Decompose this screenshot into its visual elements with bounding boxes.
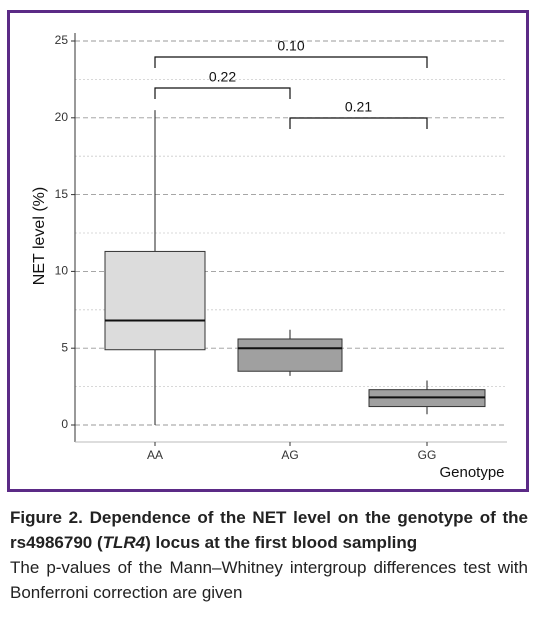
caption-title: Figure 2. Dependence of the NET level on… (10, 505, 528, 555)
p-value-label: 0.10 (277, 38, 304, 54)
y-tick-label: 15 (55, 187, 69, 201)
y-tick-label: 10 (55, 264, 69, 278)
x-tick-label: AG (281, 448, 298, 462)
x-tick-label: GG (418, 448, 437, 462)
p-value-label: 0.22 (209, 69, 236, 85)
p-value-label: 0.21 (345, 99, 372, 115)
caption-text: The p-values of the Mann–Whitney intergr… (10, 558, 528, 602)
y-tick-label: 25 (55, 33, 69, 47)
x-axis-label: Genotype (439, 464, 504, 481)
x-tick-label: AA (147, 448, 163, 462)
box (104, 250, 206, 351)
figure-frame (7, 10, 529, 492)
y-tick-label: 5 (61, 340, 68, 354)
box (237, 338, 343, 372)
comparison-bracket (289, 117, 428, 129)
comparison-bracket (154, 87, 291, 99)
y-tick-label: 20 (55, 110, 69, 124)
comparison-bracket (154, 56, 428, 68)
chart: NET level (%) Genotype 0 5 10 15 20 25 AA AG GG 0… (31, 33, 507, 481)
caption-title-gene: TLR4 (102, 533, 146, 552)
caption-title-text: Figure 2. Dependence of the NET level on… (10, 508, 528, 552)
caption: Figure 2. Dependence of the NET level on… (10, 505, 528, 605)
y-axis-label: NET level (%) (31, 187, 48, 285)
caption-title-text: ) locus at the first blood sampling (145, 533, 418, 552)
y-tick-label: 0 (61, 417, 68, 431)
